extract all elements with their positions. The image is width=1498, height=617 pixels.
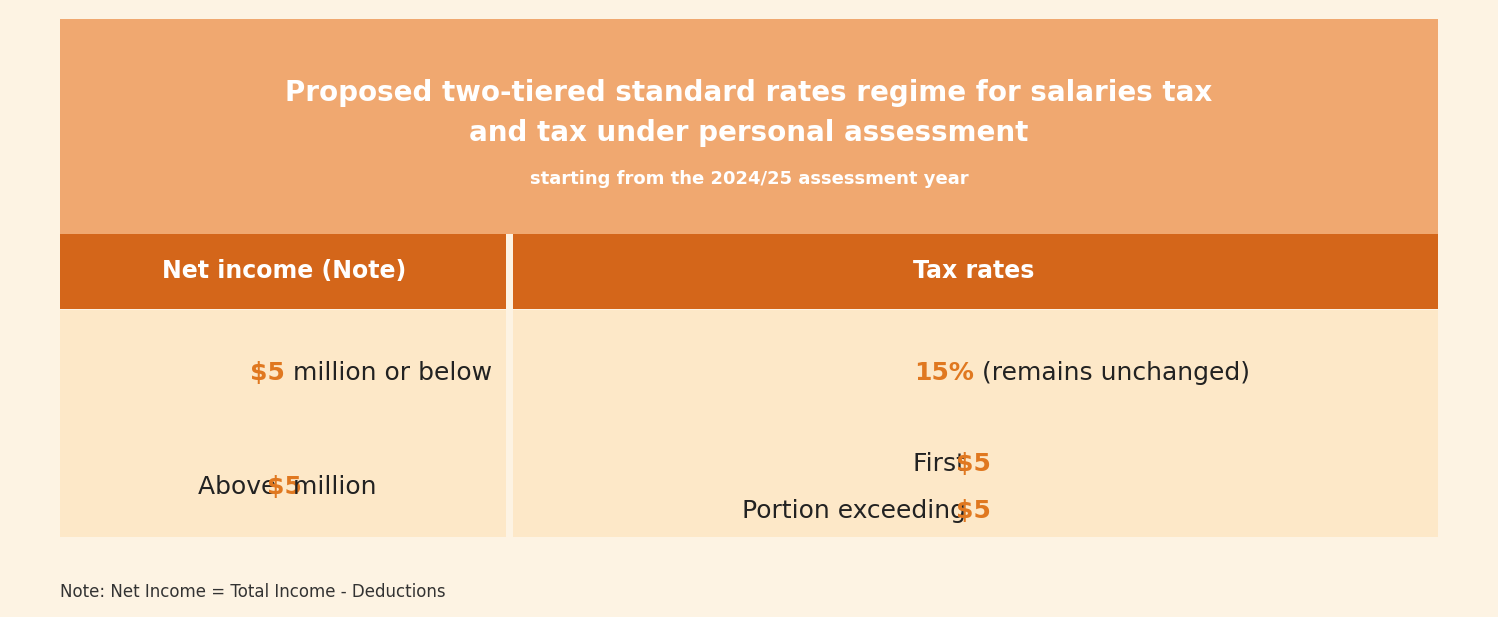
Text: million: million	[285, 476, 376, 499]
Text: 15%: 15%	[914, 362, 974, 385]
FancyBboxPatch shape	[512, 234, 1438, 308]
Text: (remains unchanged): (remains unchanged)	[974, 362, 1249, 385]
FancyBboxPatch shape	[60, 234, 506, 308]
Text: Proposed two-tiered standard rates regime for salaries tax: Proposed two-tiered standard rates regim…	[286, 78, 1212, 107]
FancyBboxPatch shape	[60, 426, 506, 537]
FancyBboxPatch shape	[60, 310, 506, 426]
FancyBboxPatch shape	[60, 19, 1438, 234]
Text: starting from the 2024/25 assessment year: starting from the 2024/25 assessment yea…	[530, 170, 968, 188]
Text: Tax rates: Tax rates	[912, 260, 1035, 283]
Text: $5: $5	[956, 499, 992, 523]
Text: $5: $5	[250, 362, 285, 385]
Text: $5: $5	[956, 452, 992, 476]
Text: First: First	[912, 452, 974, 476]
Text: $5: $5	[267, 476, 303, 499]
Text: and tax under personal assessment: and tax under personal assessment	[469, 118, 1029, 147]
FancyBboxPatch shape	[512, 426, 1438, 537]
Text: Above: Above	[198, 476, 285, 499]
Text: million or below: million or below	[285, 362, 491, 385]
FancyBboxPatch shape	[512, 310, 1438, 426]
Text: Portion exceeding: Portion exceeding	[742, 499, 974, 523]
Text: Net income (Note): Net income (Note)	[162, 260, 407, 283]
Text: Note: Net Income = Total Income - Deductions: Note: Net Income = Total Income - Deduct…	[60, 583, 445, 602]
